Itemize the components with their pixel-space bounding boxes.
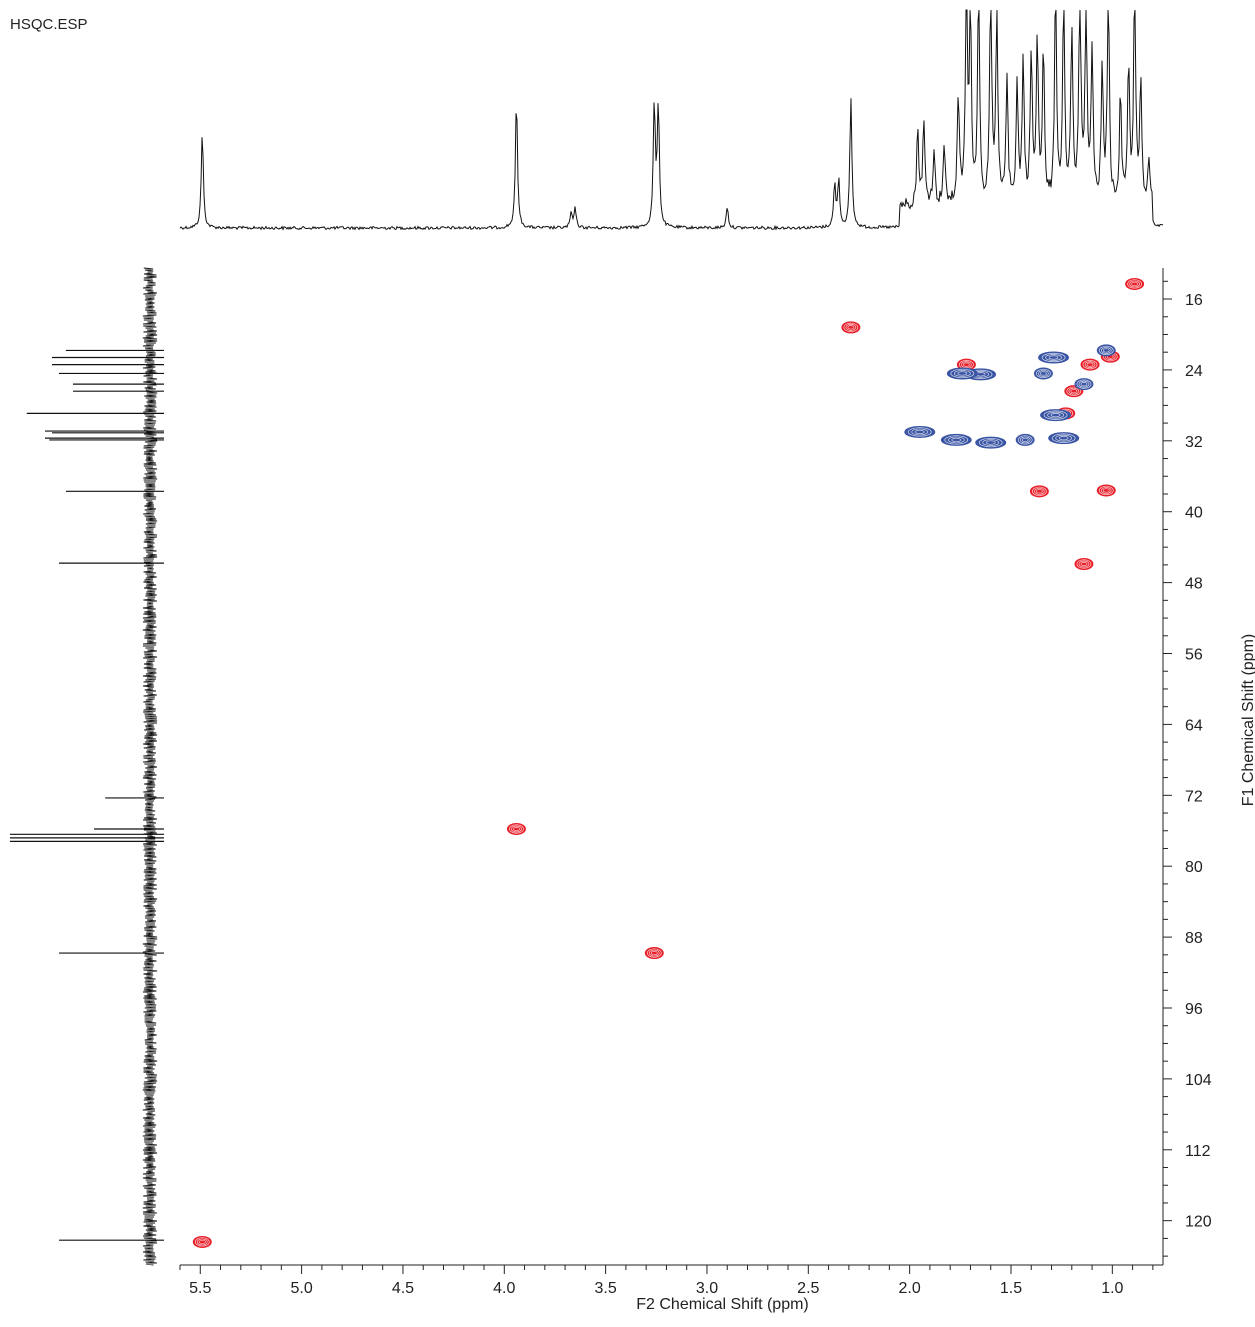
file-name-label: HSQC.ESP	[10, 16, 88, 33]
negative-contour-peak	[1074, 378, 1094, 391]
negative-contour-peak	[946, 367, 978, 380]
x-tick-label: 3.0	[696, 1280, 718, 1297]
y-tick-label: 80	[1185, 859, 1203, 876]
positive-contour-peak	[1096, 484, 1116, 497]
x-tick-label: 3.5	[595, 1280, 617, 1297]
y-tick-label: 64	[1185, 717, 1203, 734]
y-tick-label: 32	[1185, 434, 1203, 451]
positive-contour-peak	[1125, 277, 1145, 290]
carbon-1d-trace	[10, 267, 164, 1266]
f2-axis: 5.5 5.0 4.5 4.0 3.5 3.0 2.5 2.0 1.5 1.0	[179, 1264, 1163, 1297]
proton-trace-line	[179, 9, 1164, 231]
y-tick-label: 88	[1185, 930, 1203, 947]
y-tick-label: 48	[1185, 576, 1203, 593]
positive-contour-peak	[644, 947, 664, 960]
x-tick-label: 4.0	[493, 1280, 515, 1297]
y-tick-label: 112	[1185, 1143, 1211, 1160]
y-tick-label: 96	[1185, 1001, 1203, 1018]
negative-contour-peak	[1096, 344, 1116, 357]
x-tick-label: 2.5	[797, 1280, 819, 1297]
carbon-noise-line	[142, 267, 158, 1266]
y-tick-label: 72	[1185, 788, 1203, 805]
y-tick-label: 104	[1185, 1072, 1212, 1089]
x-tick-label: 5.0	[290, 1280, 312, 1297]
negative-contour-peak	[1040, 409, 1072, 422]
y-tick-label: 40	[1185, 505, 1203, 522]
positive-contour-peak	[956, 358, 976, 371]
proton-1d-trace	[179, 9, 1164, 231]
x-axis-title: F2 Chemical Shift (ppm)	[636, 1296, 809, 1313]
x-tick-label: 2.0	[899, 1280, 921, 1297]
y-tick-label: 120	[1185, 1214, 1212, 1231]
negative-contour-peak	[1033, 367, 1053, 380]
x-tick-label: 1.0	[1101, 1280, 1123, 1297]
positive-contour-peak	[506, 822, 526, 835]
x-tick-label: 4.5	[392, 1280, 414, 1297]
positive-contour-peak	[1074, 557, 1094, 570]
negative-contour-peak	[904, 425, 936, 438]
x-tick-label: 5.5	[189, 1280, 211, 1297]
positive-contour-peak	[192, 1235, 212, 1248]
y-axis-title: F1 Chemical Shift (ppm)	[1240, 633, 1255, 807]
positive-contour-peak	[1029, 485, 1049, 498]
x-tick-label: 1.5	[1000, 1280, 1022, 1297]
negative-contour-peak	[940, 433, 972, 446]
negative-contour-peak	[975, 436, 1007, 449]
f1-axis: 16 24 32 40 48 56 64 72 80 88 96 104 112 120	[1162, 268, 1212, 1265]
negative-contour-peak	[1015, 433, 1035, 446]
positive-contour-peak	[1080, 358, 1100, 371]
y-tick-label: 16	[1185, 292, 1203, 309]
y-tick-label: 24	[1185, 363, 1203, 380]
contour-peaks	[192, 277, 1145, 1248]
y-tick-label: 56	[1185, 647, 1203, 664]
negative-contour-peak	[1038, 351, 1070, 364]
positive-contour-peak	[841, 321, 861, 334]
negative-contour-peak	[1048, 432, 1080, 445]
